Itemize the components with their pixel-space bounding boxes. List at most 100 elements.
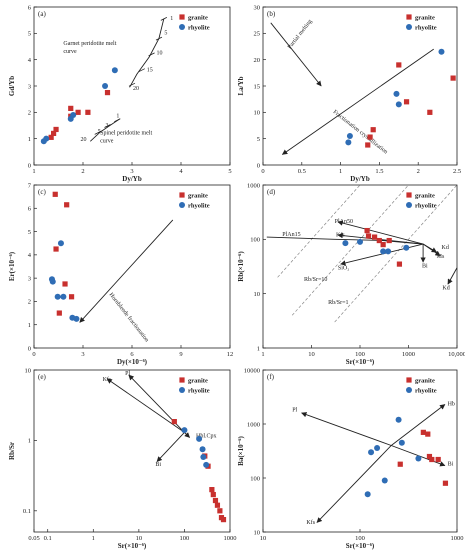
reference-line (277, 184, 361, 278)
data-point-granite (435, 456, 441, 463)
annotation-text: Bi (155, 462, 161, 468)
legend-label-granite: granite (415, 377, 435, 384)
y-tick-label: 10 (254, 110, 261, 117)
data-point-granite (217, 508, 223, 514)
y-tick-label: 0.1 (23, 508, 31, 515)
x-tick-label: 6 (130, 351, 134, 358)
y-tick-label: 2 (28, 299, 31, 306)
x-axis-title: Sr(×10⁻⁶) (346, 542, 375, 550)
data-point-granite (53, 246, 59, 252)
data-point-granite (56, 310, 62, 316)
annotation-text: Bi (422, 264, 428, 270)
x-tick-label: 1 (92, 535, 95, 542)
legend-label-rhyolite: rhyolite (415, 202, 437, 209)
y-tick-label: 100 (250, 237, 260, 244)
annotation-text: Hb (448, 402, 455, 408)
annotation-text: Partial melting (287, 19, 314, 51)
legend-label-rhyolite: rhyolite (415, 24, 437, 31)
data-point-rhyolite (415, 455, 422, 462)
data-point-granite (85, 109, 91, 115)
data-point-granite (210, 491, 216, 498)
data-point-granite (450, 75, 456, 81)
y-tick-label: 5 (28, 229, 31, 236)
x-tick-label: 10,000 (448, 351, 465, 358)
panel-e: 0.05 0.1 1 10 100 10000.1110Sr(×10⁻⁶)Rb/Sr(e)… (8, 367, 237, 550)
data-point-granite (64, 202, 70, 208)
x-tick-label: 1000 (224, 535, 237, 542)
legend-marker-rhyolite (179, 387, 185, 393)
annotation-text: 20 (81, 137, 87, 143)
y-tick-label: 4 (28, 57, 32, 64)
curve-tick (94, 131, 101, 135)
trend-arrow (184, 432, 191, 438)
panel-label: (e) (38, 373, 46, 381)
data-point-granite (367, 134, 373, 140)
annotation-text: Spinel peridotite melt (100, 131, 152, 137)
trend-arrow (270, 22, 322, 87)
data-point-rhyolite (199, 446, 206, 453)
annotation-text: 1 (170, 16, 173, 22)
panel-c: 0 3 6 9 1201234567Dy(×10⁻⁶)Er(×10⁻⁶)(c)Hornb… (8, 182, 233, 366)
data-point-granite (420, 429, 426, 435)
panel-label: (a) (38, 10, 46, 18)
x-tick-label: 4 (179, 168, 183, 175)
x-tick-label: 0.05 (28, 535, 39, 542)
data-point-rhyolite (346, 133, 353, 140)
data-point-granite (214, 502, 221, 508)
legend-label-granite: granite (188, 377, 208, 384)
plot-frame (33, 369, 231, 533)
x-axis-title: Dy/Yb (350, 175, 370, 183)
y-axis-title: Rb(×10⁻⁶) (237, 251, 245, 282)
x-tick-label: 12 (227, 351, 234, 358)
x-tick-label: 2 (81, 168, 84, 175)
legend-marker-granite (179, 377, 185, 383)
curve-tick (160, 16, 168, 21)
y-tick-label: 0 (28, 162, 31, 169)
x-tick-label: 9 (179, 351, 182, 358)
y-tick-label: 10 (254, 291, 261, 298)
y-tick-label: 5 (28, 31, 31, 38)
trend-arrow (106, 378, 185, 433)
data-point-granite (376, 237, 382, 244)
data-point-granite (396, 261, 403, 267)
data-point-rhyolite (196, 435, 203, 442)
legend-marker-rhyolite (406, 24, 412, 30)
trend-arrow (316, 445, 392, 523)
y-axis-title: Ba(×10⁻⁶) (237, 436, 245, 466)
data-point-rhyolite (70, 111, 77, 118)
y-tick-label: 1 (28, 438, 31, 445)
data-point-rhyolite (398, 439, 405, 446)
data-point-granite (53, 126, 59, 133)
legend-label-rhyolite: rhyolite (415, 387, 437, 394)
x-tick-label: 1000 (451, 535, 464, 542)
data-point-granite (397, 461, 403, 467)
curve-tick (128, 82, 136, 87)
data-point-rhyolite (111, 67, 118, 74)
legend-marker-granite (179, 192, 185, 198)
legend-marker-rhyolite (406, 202, 412, 208)
y-tick-label: 30 (254, 4, 261, 11)
data-point-granite (212, 497, 219, 504)
legend-marker-granite (406, 192, 412, 198)
trend-arrow (301, 412, 392, 446)
trend-arrow (390, 404, 446, 446)
x-tick-label: 2.5 (453, 168, 461, 175)
x-tick-label: 5 (228, 168, 231, 175)
x-tick-label: 100 (355, 535, 365, 542)
legend-label-rhyolite: rhyolite (188, 202, 210, 209)
x-tick-label: 10 (308, 351, 315, 358)
data-point-granite (396, 62, 402, 68)
x-tick-label: 1 (261, 351, 264, 358)
legend-label-granite: granite (188, 192, 208, 199)
curve-tick (138, 68, 145, 73)
data-point-rhyolite (102, 83, 109, 89)
data-point-rhyolite (57, 240, 64, 247)
legend-marker-rhyolite (179, 24, 185, 30)
annotation-text: 15 (147, 68, 153, 74)
data-point-rhyolite (357, 238, 363, 245)
annotation-text: Ms (437, 254, 445, 260)
x-tick-label: 3 (81, 351, 84, 358)
x-tick-label: 1 (32, 168, 35, 175)
y-tick-label: 2 (28, 110, 31, 117)
annotation-text: Bi (448, 462, 454, 468)
